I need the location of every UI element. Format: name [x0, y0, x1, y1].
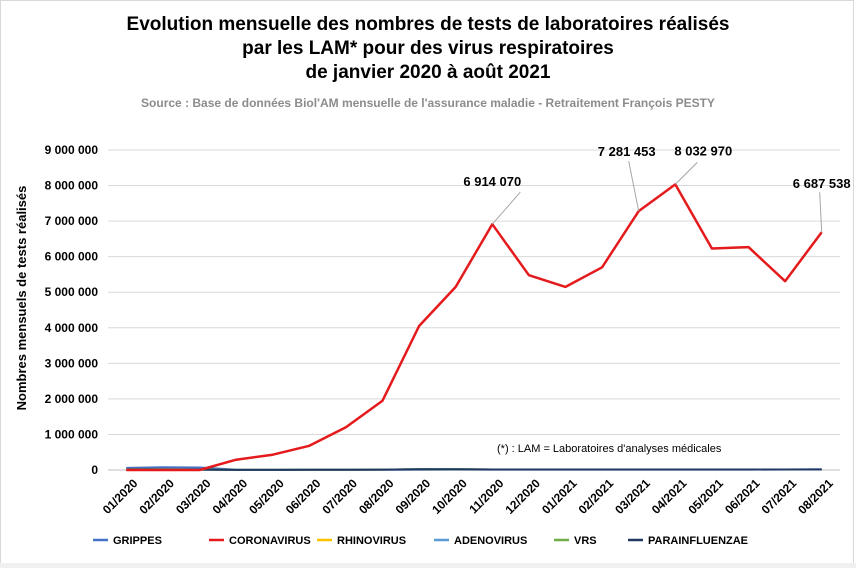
y-tick-label: 5 000 000 — [45, 285, 99, 299]
x-tick-label: 04/2021 — [649, 476, 690, 517]
x-tick-label: 07/2021 — [759, 476, 800, 517]
series-line-coronavirus — [126, 183, 823, 472]
legend-entry: CORONAVIRUS — [229, 535, 311, 547]
y-tick-label: 4 000 000 — [45, 321, 99, 335]
bottom-strip — [0, 563, 856, 568]
annotation-leader — [491, 191, 521, 225]
x-tick-label: 05/2020 — [246, 476, 287, 517]
y-tick-label: 2 000 000 — [45, 392, 99, 406]
y-tick-label: 0 — [91, 463, 98, 477]
legend-entry: VRS — [574, 535, 597, 547]
chart-title-line-2: par les LAM* pour des virus respiratoire… — [242, 38, 614, 59]
x-tick-label: 10/2020 — [429, 476, 470, 517]
x-tick-label: 02/2021 — [576, 476, 617, 517]
chart-footnote: (*) : LAM = Laboratoires d'analyses médi… — [497, 443, 722, 455]
x-tick-label: 02/2020 — [136, 476, 177, 517]
chart-title-line-3: de janvier 2020 à août 2021 — [305, 62, 551, 83]
data-label: 6 687 538 — [793, 176, 851, 191]
chart-title-line-1: Evolution mensuelle des nombres de tests… — [126, 14, 730, 35]
data-label: 7 281 453 — [598, 144, 656, 159]
legend-entry: GRIPPES — [113, 535, 162, 547]
data-label: 6 914 070 — [463, 174, 521, 189]
x-tick-label: 06/2020 — [283, 476, 324, 517]
x-tick-label: 03/2020 — [173, 476, 214, 517]
x-tick-label: 08/2021 — [795, 476, 836, 517]
legend-entry: ADENOVIRUS — [454, 535, 527, 547]
annotation-leader — [674, 162, 698, 185]
x-tick-label: 12/2020 — [502, 476, 543, 517]
y-tick-label: 6 000 000 — [45, 250, 99, 264]
y-tick-label: 3 000 000 — [45, 356, 99, 370]
x-tick-label: 01/2021 — [539, 476, 580, 517]
x-tick-label: 06/2021 — [722, 476, 763, 517]
x-tick-label: 11/2020 — [466, 476, 506, 516]
y-tick-label: 8 000 000 — [45, 179, 99, 193]
annotation-leader — [819, 192, 823, 233]
annotation-leader — [628, 161, 640, 212]
data-label: 8 032 970 — [674, 143, 732, 158]
x-tick-label: 09/2020 — [393, 476, 434, 517]
legend-entry: RHINOVIRUS — [337, 535, 406, 547]
x-tick-label: 04/2020 — [210, 476, 251, 517]
series-line-parainfluenzae — [126, 468, 822, 471]
y-tick-label: 1 000 000 — [45, 427, 99, 441]
y-tick-label: 7 000 000 — [45, 214, 99, 228]
legend-entry: PARAINFLUENZAE — [648, 535, 748, 547]
x-tick-label: 03/2021 — [612, 476, 653, 517]
x-tick-label: 08/2020 — [356, 476, 397, 517]
y-tick-label: 9 000 000 — [45, 143, 99, 157]
x-tick-label: 05/2021 — [685, 476, 726, 517]
x-tick-label: 07/2020 — [319, 476, 360, 517]
chart-subtitle: Source : Base de données Biol'AM mensuel… — [141, 96, 715, 110]
x-tick-label: 01/2020 — [100, 476, 141, 517]
